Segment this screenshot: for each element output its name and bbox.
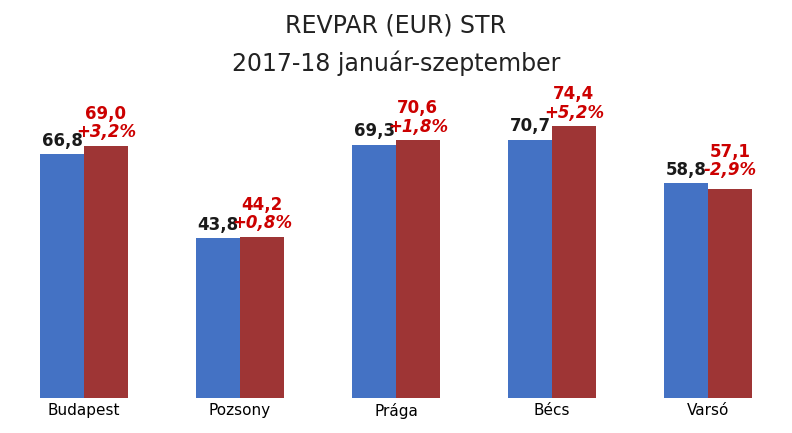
- Text: +1,8%: +1,8%: [388, 118, 448, 136]
- Bar: [84, 146, 128, 398]
- Text: 58,8: 58,8: [665, 161, 706, 179]
- Text: +3,2%: +3,2%: [76, 123, 136, 142]
- Text: 70,6: 70,6: [398, 99, 438, 117]
- Text: 69,0: 69,0: [86, 105, 127, 123]
- Text: -2,9%: -2,9%: [703, 161, 756, 179]
- Bar: [196, 238, 240, 398]
- Bar: [396, 140, 440, 398]
- Text: 69,3: 69,3: [353, 123, 394, 140]
- Bar: [508, 140, 552, 398]
- Bar: [552, 126, 596, 398]
- Text: 57,1: 57,1: [710, 142, 750, 161]
- Bar: [664, 183, 708, 398]
- Text: 70,7: 70,7: [509, 117, 550, 135]
- Bar: [40, 154, 84, 398]
- Text: 74,4: 74,4: [553, 85, 595, 103]
- Text: 43,8: 43,8: [198, 216, 238, 234]
- Text: 66,8: 66,8: [42, 132, 82, 149]
- Bar: [240, 236, 284, 398]
- Bar: [352, 145, 396, 398]
- Title: REVPAR (EUR) STR
2017-18 január-szeptember: REVPAR (EUR) STR 2017-18 január-szeptemb…: [232, 14, 560, 76]
- Text: +5,2%: +5,2%: [544, 104, 604, 122]
- Text: +0,8%: +0,8%: [232, 214, 292, 232]
- Bar: [708, 189, 752, 398]
- Text: 44,2: 44,2: [242, 196, 283, 214]
